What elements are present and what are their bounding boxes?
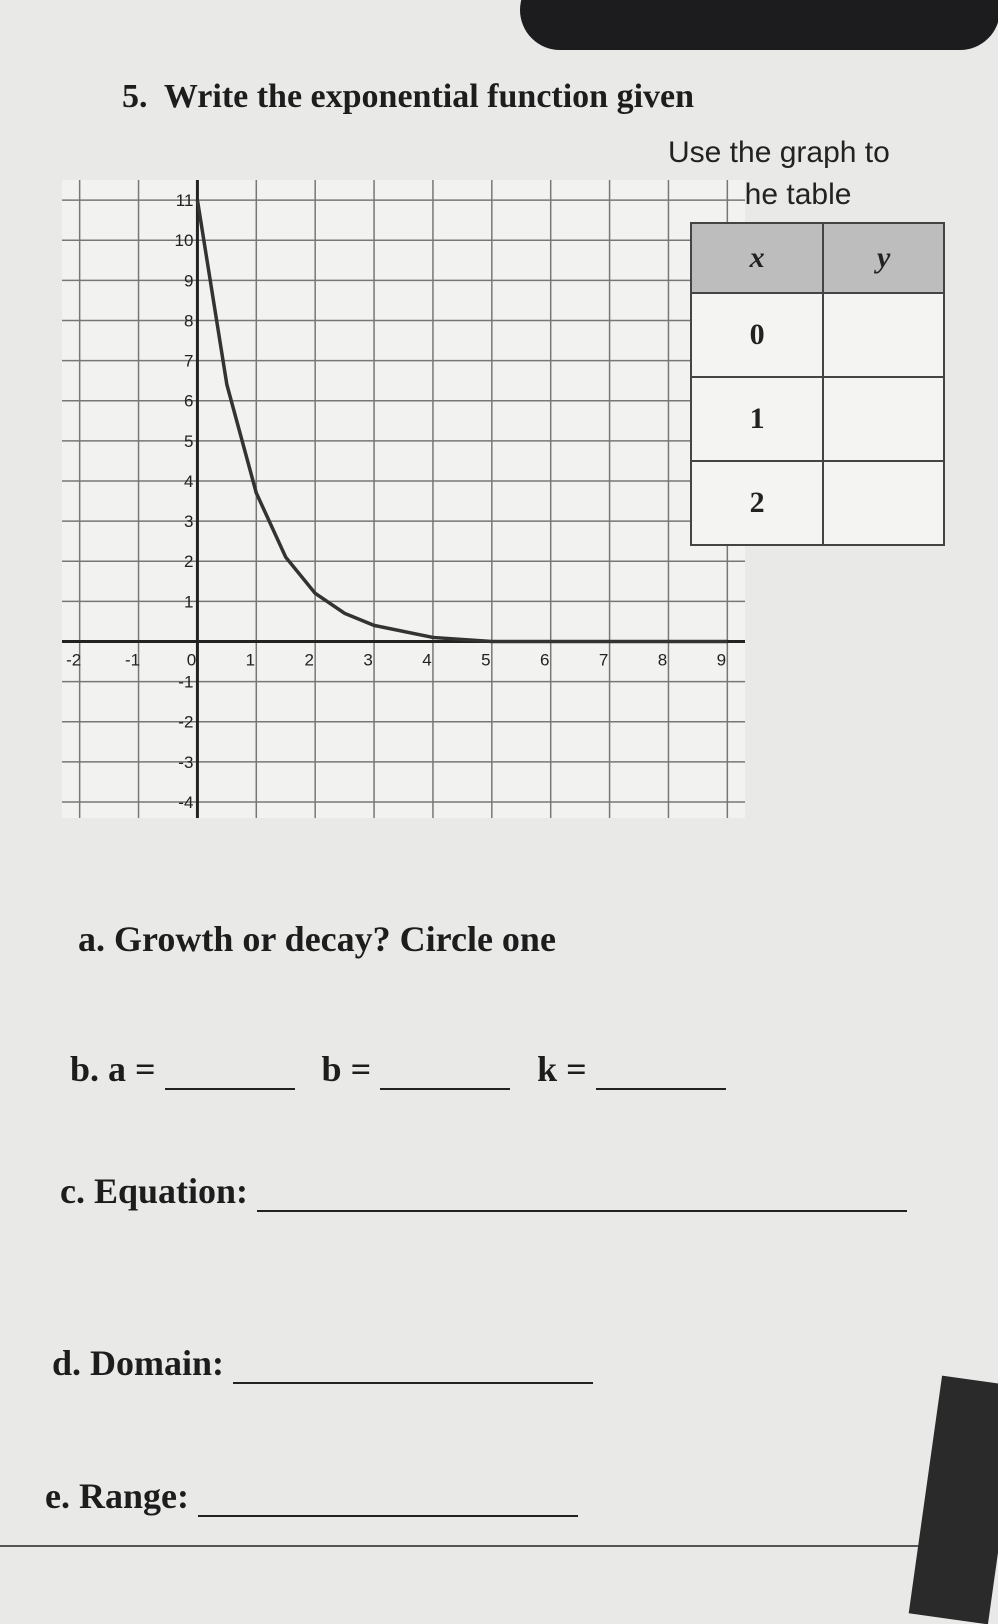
part-a: a. Growth or decay? Circle one [78, 919, 556, 959]
part-b-k: k = [537, 1049, 587, 1089]
y-tick-label: 2 [184, 552, 193, 571]
table-cell [822, 376, 945, 462]
part-e: e. Range: [45, 1475, 578, 1517]
y-tick-label: -1 [178, 673, 193, 692]
x-tick-label: 0 [187, 650, 196, 669]
part-d: d. Domain: [52, 1342, 594, 1384]
part-b: b. a = b = k = [70, 1048, 726, 1090]
table-header: y [822, 222, 945, 294]
x-tick-label: 3 [363, 650, 372, 669]
x-tick-label: -2 [66, 650, 81, 669]
curve [195, 199, 728, 644]
y-tick-label: 5 [184, 432, 193, 451]
x-tick-label: 6 [540, 650, 549, 669]
table-cell [822, 460, 945, 546]
question-number: 5. [122, 78, 148, 115]
y-tick-label: -2 [178, 713, 193, 732]
y-tick-label: 11 [176, 191, 194, 210]
y-tick-label: 10 [175, 231, 194, 250]
x-tick-label: 5 [481, 650, 490, 669]
y-tick-label: -4 [178, 793, 193, 812]
x-tick-label: -1 [125, 650, 140, 669]
part-d-label: d. Domain: [52, 1343, 225, 1383]
part-e-label: e. Range: [45, 1476, 189, 1516]
table-cell: 1 [689, 376, 825, 462]
y-tick-label: 7 [184, 352, 193, 371]
question-title: 5. Write the exponential function given [122, 78, 694, 116]
graph-paper [62, 180, 745, 818]
part-c-label: c. Equation: [60, 1171, 249, 1211]
y-tick-label: -3 [178, 753, 193, 772]
part-b-a: b. a = [70, 1049, 156, 1089]
part-c: c. Equation: [60, 1170, 908, 1212]
y-tick-label: 4 [184, 472, 193, 491]
table-cell [822, 292, 945, 378]
x-tick-label: 7 [599, 650, 608, 669]
question-text: Write the exponential function given [163, 78, 695, 115]
table-cell: 0 [689, 292, 825, 378]
x-tick-label: 9 [717, 650, 726, 669]
y-tick-label: 9 [184, 271, 193, 290]
x-tick-label: 2 [304, 650, 313, 669]
y-tick-label: 1 [184, 592, 193, 611]
pencil [908, 1375, 998, 1624]
divider [0, 1545, 920, 1547]
x-tick-label: 8 [658, 650, 667, 669]
y-tick-label: 8 [184, 311, 193, 330]
x-tick-label: 1 [246, 650, 255, 669]
x-tick-label: 4 [422, 650, 431, 669]
table-cell: 2 [689, 460, 825, 546]
y-tick-label: 3 [184, 512, 193, 531]
part-b-b: b = [321, 1049, 372, 1089]
y-tick-label: 6 [184, 392, 193, 411]
phone-edge [520, 0, 998, 50]
graph: -2 -1 0 1 2 3 4 5 6 7 8 9 -4 -3 -2 -1 1 2 3 4 5 6 7 8 9 10 11 [62, 180, 745, 818]
table-header: x [689, 222, 825, 294]
instruction-line: Use the graph to [668, 136, 890, 169]
